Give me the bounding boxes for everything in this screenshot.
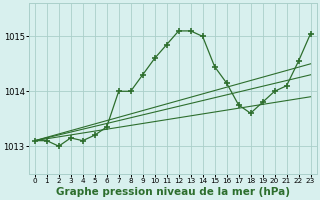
X-axis label: Graphe pression niveau de la mer (hPa): Graphe pression niveau de la mer (hPa) <box>56 187 290 197</box>
